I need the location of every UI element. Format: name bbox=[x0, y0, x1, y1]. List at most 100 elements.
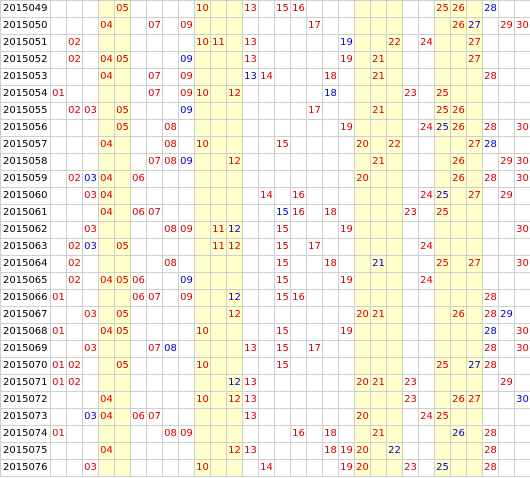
number-cell-09 bbox=[178, 408, 195, 426]
number-cell-07 bbox=[146, 374, 163, 392]
number-cell-09 bbox=[178, 459, 195, 477]
issue-number: 2015065 bbox=[0, 272, 51, 290]
number-cell-13 bbox=[242, 187, 259, 205]
number-cell-01 bbox=[50, 170, 67, 188]
number-cell-19 bbox=[338, 238, 355, 256]
number-cell-07 bbox=[146, 425, 163, 443]
table-row: 2015066 01 06 07 09 12 15 16 28 bbox=[0, 289, 530, 307]
issue-number: 2015071 bbox=[0, 374, 51, 392]
number-cell-28: 28 bbox=[482, 459, 499, 477]
number-cell-09: 09 bbox=[178, 272, 195, 290]
number-cell-29: 29 bbox=[498, 374, 515, 392]
number-cell-23: 23 bbox=[402, 85, 419, 103]
number-cell-22 bbox=[386, 391, 403, 409]
number-cell-08 bbox=[162, 0, 179, 18]
number-cell-14 bbox=[258, 255, 275, 273]
number-cell-01: 01 bbox=[50, 425, 67, 443]
number-cell-02 bbox=[66, 153, 83, 171]
number-cell-29 bbox=[498, 272, 515, 290]
number-cell-22: 22 bbox=[386, 136, 403, 154]
number-cell-12: 12 bbox=[226, 391, 243, 409]
number-cell-12 bbox=[226, 255, 243, 273]
number-cell-09: 09 bbox=[178, 289, 195, 307]
number-cell-13 bbox=[242, 323, 259, 341]
number-cell-09 bbox=[178, 136, 195, 154]
number-cell-28 bbox=[482, 204, 499, 222]
number-cell-17 bbox=[306, 391, 323, 409]
number-cell-10 bbox=[194, 51, 211, 69]
number-cell-14 bbox=[258, 272, 275, 290]
number-cell-25 bbox=[434, 68, 451, 86]
number-cell-20 bbox=[354, 289, 371, 307]
number-cell-07 bbox=[146, 187, 163, 205]
number-cell-09 bbox=[178, 170, 195, 188]
number-cell-21 bbox=[370, 85, 387, 103]
number-cell-19: 19 bbox=[338, 272, 355, 290]
number-cell-11 bbox=[210, 391, 227, 409]
number-cell-30 bbox=[514, 136, 530, 154]
number-cell-24 bbox=[418, 17, 435, 35]
number-cell-25 bbox=[434, 153, 451, 171]
number-cell-11 bbox=[210, 408, 227, 426]
number-cell-21 bbox=[370, 357, 387, 375]
number-cell-29 bbox=[498, 459, 515, 477]
number-cell-10 bbox=[194, 221, 211, 239]
number-cell-07 bbox=[146, 459, 163, 477]
number-cell-17 bbox=[306, 357, 323, 375]
number-cell-03 bbox=[82, 51, 99, 69]
number-cell-14 bbox=[258, 102, 275, 120]
number-cell-21 bbox=[370, 221, 387, 239]
table-row: 2015071 01 02 12 13 20 21 23 29 bbox=[0, 374, 530, 392]
number-cell-05 bbox=[114, 425, 131, 443]
number-cell-28 bbox=[482, 391, 499, 409]
number-cell-05 bbox=[114, 136, 131, 154]
number-cell-14 bbox=[258, 170, 275, 188]
number-cell-15 bbox=[274, 119, 291, 137]
number-cell-24 bbox=[418, 442, 435, 460]
number-cell-29 bbox=[498, 34, 515, 52]
number-cell-25 bbox=[434, 34, 451, 52]
number-cell-12 bbox=[226, 187, 243, 205]
number-cell-25: 25 bbox=[434, 459, 451, 477]
number-cell-22 bbox=[386, 459, 403, 477]
number-cell-15 bbox=[274, 374, 291, 392]
number-cell-30 bbox=[514, 459, 530, 477]
number-cell-04: 04 bbox=[98, 136, 115, 154]
number-cell-24 bbox=[418, 68, 435, 86]
number-cell-20 bbox=[354, 255, 371, 273]
number-cell-11: 11 bbox=[210, 221, 227, 239]
number-cell-24 bbox=[418, 51, 435, 69]
number-cell-20 bbox=[354, 357, 371, 375]
number-cell-04 bbox=[98, 255, 115, 273]
table-row: 2015073 03 04 06 07 13 20 24 25 bbox=[0, 408, 530, 426]
number-cell-03 bbox=[82, 0, 99, 18]
number-cell-24: 24 bbox=[418, 272, 435, 290]
number-cell-29 bbox=[498, 51, 515, 69]
number-cell-12 bbox=[226, 357, 243, 375]
number-cell-02 bbox=[66, 289, 83, 307]
number-cell-28: 28 bbox=[482, 68, 499, 86]
number-cell-25 bbox=[434, 340, 451, 358]
number-cell-19 bbox=[338, 425, 355, 443]
number-cell-21: 21 bbox=[370, 68, 387, 86]
number-cell-09: 09 bbox=[178, 102, 195, 120]
number-cell-21 bbox=[370, 238, 387, 256]
number-cell-21: 21 bbox=[370, 102, 387, 120]
number-cell-05: 05 bbox=[114, 357, 131, 375]
number-cell-24 bbox=[418, 323, 435, 341]
number-cell-20 bbox=[354, 340, 371, 358]
number-cell-10: 10 bbox=[194, 323, 211, 341]
number-cell-23 bbox=[402, 119, 419, 137]
number-cell-20: 20 bbox=[354, 306, 371, 324]
number-cell-02 bbox=[66, 459, 83, 477]
number-cell-18 bbox=[322, 51, 339, 69]
number-cell-29 bbox=[498, 85, 515, 103]
number-cell-09 bbox=[178, 187, 195, 205]
number-cell-03: 03 bbox=[82, 221, 99, 239]
number-cell-07 bbox=[146, 170, 163, 188]
number-cell-11: 11 bbox=[210, 34, 227, 52]
number-cell-17: 17 bbox=[306, 340, 323, 358]
number-cell-09 bbox=[178, 323, 195, 341]
number-cell-14 bbox=[258, 306, 275, 324]
number-cell-05 bbox=[114, 408, 131, 426]
